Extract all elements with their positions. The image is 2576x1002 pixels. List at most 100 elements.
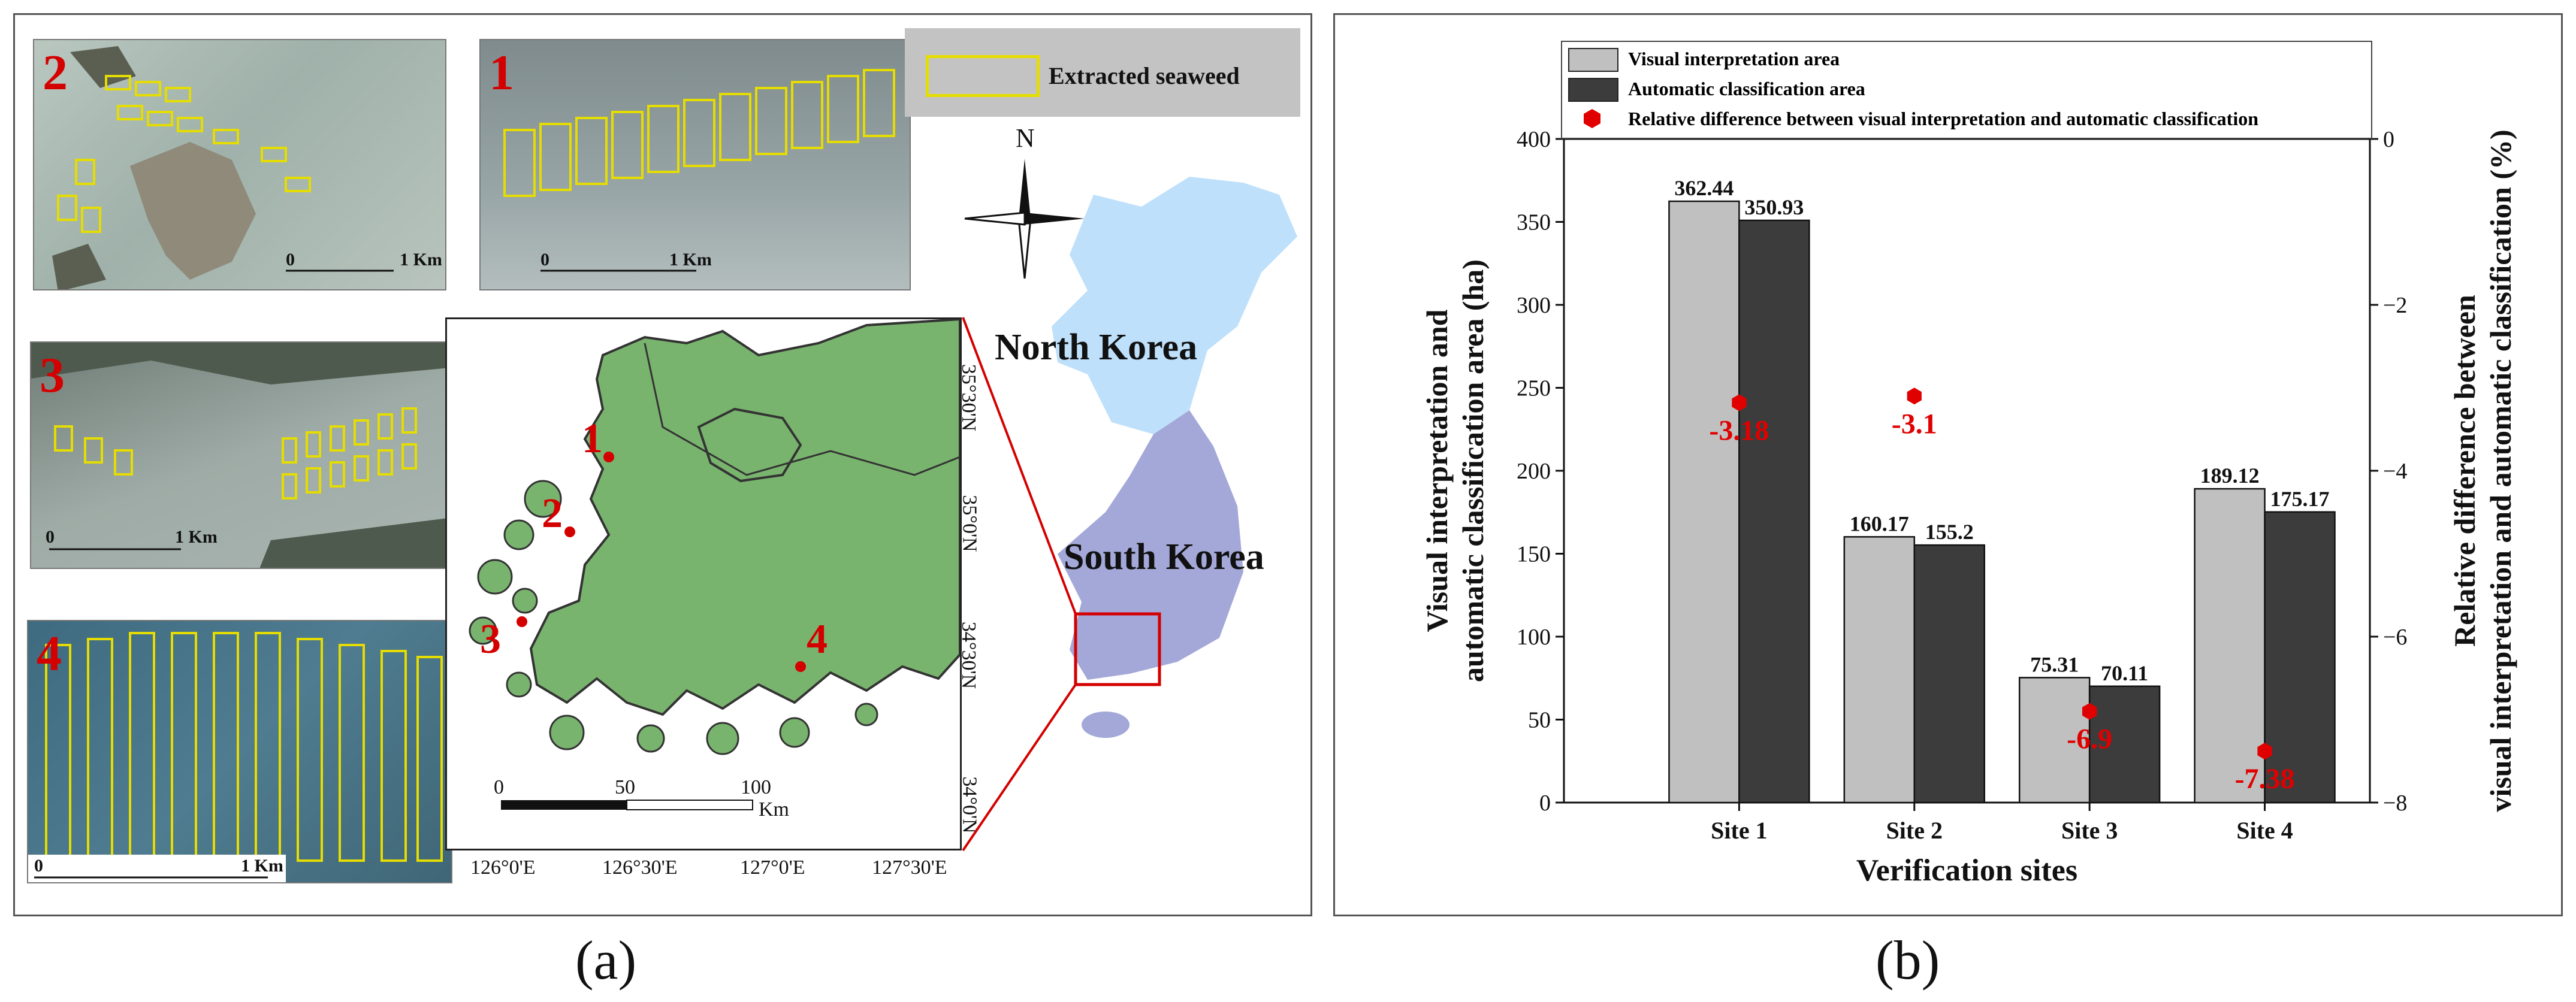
x-tick-label: Site 1 (1711, 817, 1767, 844)
legend-marker-difference (1584, 109, 1600, 128)
difference-point (1907, 388, 1922, 405)
difference-value-label: -3.1 (1892, 408, 1937, 440)
map-site-label: 3 (480, 616, 501, 662)
y-tick-label: 200 (1517, 459, 1551, 484)
y2-tick-label: −2 (2383, 293, 2407, 318)
south-korea-label: South Korea (1064, 537, 1264, 577)
bar-value-label: 70.11 (2101, 661, 2148, 685)
map-scale-label: 0 (494, 776, 504, 798)
panel-b-caption: (b) (1876, 930, 1940, 991)
thumbnail-site-2: 2 0 1 Km (33, 39, 446, 290)
bar-automatic (1913, 544, 1985, 804)
legend-label-visual: Visual interpretation area (1628, 48, 1840, 69)
difference-point (2257, 743, 2272, 760)
y-tick-label: 0 (1539, 791, 1551, 816)
legend-swatch-visual (1568, 48, 1618, 72)
y2-tick-label: 0 (2383, 127, 2394, 152)
difference-value-label: -6.9 (2067, 724, 2112, 755)
legend-label-auto: Automatic classification area (1628, 78, 1865, 99)
thumbnail-number: 1 (489, 45, 514, 101)
bar-visual (1668, 200, 1740, 804)
scale-start-label: 0 (34, 856, 43, 876)
y-axis-title-line: automatic classification area (ha) (1456, 259, 1490, 682)
y2-axis-title: Relative difference betweenvisual interp… (2448, 129, 2517, 812)
north-korea-label: North Korea (995, 327, 1198, 368)
y-tick-label: 150 (1517, 542, 1551, 567)
map-x-tick: 126°0'E (470, 856, 536, 879)
panel-a-frame: 2 0 1 Km 1 0 1 Km Extracted seaweed (13, 13, 1312, 916)
thumbnail-number: 3 (40, 347, 65, 403)
north-arrow-label: N (1016, 123, 1035, 153)
map-x-tick: 127°0'E (740, 856, 805, 879)
y-tick-label: 350 (1517, 210, 1551, 235)
bar-value-label: 350.93 (1744, 195, 1804, 219)
seaweed-legend-label: Extracted seaweed (1049, 62, 1240, 89)
scale-end-label: 1 Km (400, 250, 442, 270)
y-axis-title-line: Visual interpretation and (1420, 309, 1454, 632)
y-tick-label: 300 (1517, 293, 1551, 318)
bar-value-label: 155.2 (1925, 520, 1974, 544)
thumbnail-site-3-image (31, 343, 460, 568)
y-tick-label: 100 (1517, 625, 1551, 650)
thumbnail-number: 2 (43, 45, 68, 101)
scale-start-label: 0 (540, 250, 549, 270)
study-area-land (469, 317, 961, 810)
map-legend: Extracted seaweed (905, 28, 1300, 117)
map-site-label: 1 (582, 416, 603, 462)
thumbnail-site-2-image (52, 46, 394, 289)
bar-value-label: 160.17 (1850, 511, 1909, 535)
scale-end-label: 1 Km (175, 527, 218, 547)
scale-end-label: 1 Km (241, 856, 283, 876)
chart-legend: Visual interpretation area Automatic cla… (1561, 41, 2372, 139)
scale-start-label: 0 (46, 527, 55, 547)
y2-tick-label: −8 (2383, 791, 2407, 816)
bar-visual (2018, 677, 2091, 804)
legend-label-difference: Relative difference between visual inter… (1628, 108, 2258, 129)
bar-automatic (2088, 685, 2161, 804)
x-tick-label: Site 2 (1886, 817, 1943, 844)
y-tick-label: 400 (1517, 127, 1551, 152)
difference-point (1732, 394, 1747, 411)
bar-value-label: 189.12 (2200, 464, 2260, 488)
map-x-tick: 127°30'E (872, 856, 947, 879)
seaweed-legend-swatch (926, 55, 1040, 97)
map-scale-label: Km (759, 798, 789, 821)
thumbnail-site-4-image (28, 632, 443, 882)
y2-tick-label: −4 (2383, 459, 2407, 484)
y-tick-label: 50 (1528, 708, 1551, 733)
bar-automatic (2264, 511, 2336, 804)
x-tick-label: Site 3 (2061, 817, 2118, 844)
y2-axis-title-line: Relative difference between (2448, 295, 2481, 647)
panel-a-caption: (a) (575, 930, 637, 991)
map-site-label: 4 (807, 616, 828, 662)
difference-point (2082, 703, 2097, 720)
bar-visual (2194, 488, 2266, 804)
map-scale-label: 100 (741, 776, 771, 798)
bar-visual (1843, 536, 1916, 804)
y2-axis-title-line: visual interpretation and automatic clas… (2484, 129, 2517, 812)
x-axis-title: Verification sites (1856, 853, 2077, 888)
scale-start-label: 0 (286, 250, 295, 270)
study-area-map: 1 2 3 4 0 50 100 Km (445, 317, 962, 850)
thumbnail-site-4: 4 0 1 Km (27, 620, 452, 883)
thumbnail-site-1: 1 0 1 Km (479, 39, 911, 290)
bar-value-label: 362.44 (1674, 176, 1734, 200)
thumbnail-number: 4 (37, 626, 62, 682)
bar-value-label: 175.17 (2270, 487, 2330, 511)
map-scale-label: 50 (615, 776, 635, 798)
bar-value-label: 75.31 (2030, 652, 2079, 676)
thumbnail-site-1-image (503, 69, 895, 272)
y-tick-label: 250 (1517, 376, 1551, 401)
scale-end-label: 1 Km (669, 250, 712, 270)
y2-tick-label: −6 (2383, 625, 2407, 650)
y-axis-title: Visual interpretation andautomatic class… (1420, 259, 1490, 682)
difference-value-label: -3.18 (1709, 414, 1769, 446)
map-x-tick: 126°30'E (602, 856, 678, 879)
legend-swatch-auto (1568, 78, 1618, 102)
difference-value-label: -7.38 (2235, 763, 2295, 795)
x-tick-label: Site 4 (2236, 817, 2293, 844)
thumbnail-site-3: 3 0 1 Km (30, 341, 461, 569)
bar-automatic (1738, 219, 1810, 804)
map-site-label: 2 (542, 491, 563, 537)
